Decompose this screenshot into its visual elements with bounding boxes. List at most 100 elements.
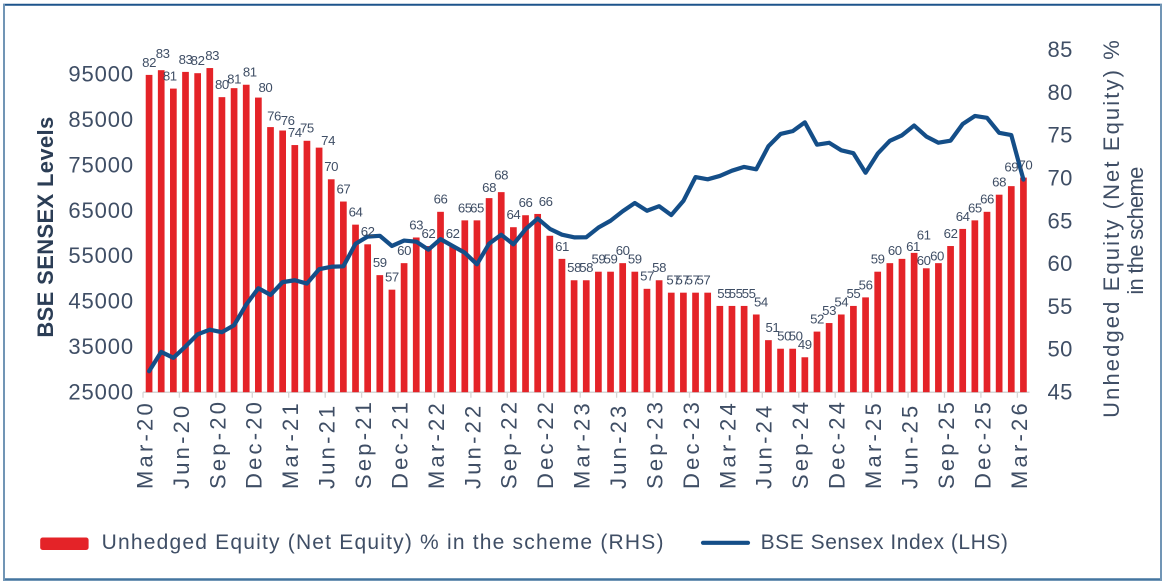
svg-text:83: 83	[156, 46, 170, 61]
svg-text:82: 82	[191, 53, 205, 68]
svg-text:55: 55	[717, 286, 731, 301]
svg-text:58: 58	[579, 260, 593, 275]
svg-text:Dec-20: Dec-20	[242, 399, 267, 489]
svg-text:68: 68	[992, 175, 1006, 190]
svg-text:Sep-23: Sep-23	[642, 399, 667, 489]
svg-text:75: 75	[300, 121, 314, 136]
svg-text:60: 60	[397, 243, 411, 258]
svg-text:80: 80	[258, 80, 272, 95]
svg-text:Mar-26: Mar-26	[1007, 400, 1032, 489]
svg-text:76: 76	[267, 109, 281, 124]
svg-text:62: 62	[446, 226, 460, 241]
svg-text:54: 54	[834, 294, 848, 309]
svg-text:64: 64	[506, 207, 520, 222]
svg-text:53: 53	[822, 303, 836, 318]
svg-text:81: 81	[163, 69, 177, 84]
svg-text:Sep-25: Sep-25	[934, 399, 959, 489]
svg-text:Mar-20: Mar-20	[132, 400, 157, 489]
svg-text:60: 60	[616, 243, 630, 258]
svg-text:65: 65	[458, 200, 472, 215]
svg-text:25000: 25000	[68, 379, 134, 404]
svg-text:80: 80	[215, 77, 229, 92]
svg-text:64: 64	[349, 205, 363, 220]
svg-text:66: 66	[434, 192, 448, 207]
svg-text:52: 52	[810, 312, 824, 327]
svg-text:85000: 85000	[68, 107, 134, 132]
svg-text:Jun-25: Jun-25	[898, 403, 923, 489]
svg-text:Mar-24: Mar-24	[715, 400, 740, 489]
svg-text:Mar-23: Mar-23	[570, 400, 595, 489]
svg-text:Dec-24: Dec-24	[825, 399, 850, 489]
svg-text:66: 66	[980, 192, 994, 207]
svg-text:60: 60	[888, 243, 902, 258]
svg-text:59: 59	[373, 255, 387, 270]
svg-text:55000: 55000	[68, 243, 134, 268]
svg-text:57: 57	[385, 270, 399, 285]
svg-text:50: 50	[777, 329, 791, 344]
svg-text:85: 85	[1048, 37, 1073, 62]
svg-text:57: 57	[696, 273, 710, 288]
svg-text:in the scheme: in the scheme	[1123, 167, 1148, 295]
svg-text:Dec-21: Dec-21	[387, 399, 412, 489]
svg-text:54: 54	[754, 294, 768, 309]
svg-text:Jun-21: Jun-21	[315, 403, 340, 489]
svg-text:Jun-20: Jun-20	[169, 403, 194, 489]
svg-text:61: 61	[906, 239, 920, 254]
svg-text:57: 57	[666, 273, 680, 288]
svg-text:BSE Sensex Index (LHS): BSE Sensex Index (LHS)	[761, 531, 1009, 554]
svg-text:60: 60	[930, 248, 944, 263]
svg-text:69: 69	[1004, 160, 1018, 175]
svg-text:56: 56	[859, 277, 873, 292]
svg-text:55: 55	[742, 286, 756, 301]
svg-text:58: 58	[567, 260, 581, 275]
svg-text:67: 67	[336, 181, 350, 196]
svg-text:Dec-23: Dec-23	[679, 399, 704, 489]
svg-text:65: 65	[968, 200, 982, 215]
svg-text:Dec-22: Dec-22	[533, 399, 558, 489]
svg-text:65: 65	[1048, 208, 1073, 233]
svg-text:Jun-24: Jun-24	[752, 403, 777, 489]
svg-text:59: 59	[628, 252, 642, 267]
svg-text:81: 81	[243, 65, 257, 80]
svg-text:50: 50	[1048, 337, 1073, 362]
svg-text:65000: 65000	[68, 198, 134, 223]
svg-text:57: 57	[640, 269, 654, 284]
svg-text:62: 62	[421, 226, 435, 241]
svg-text:59: 59	[591, 252, 605, 267]
svg-text:45000: 45000	[68, 289, 134, 314]
svg-text:Unhedged Equity (Net Equity) %: Unhedged Equity (Net Equity) %	[1099, 38, 1124, 418]
svg-text:49: 49	[798, 337, 812, 352]
svg-text:66: 66	[519, 195, 533, 210]
svg-text:57: 57	[686, 273, 700, 288]
svg-text:61: 61	[555, 239, 569, 254]
svg-text:Sep-21: Sep-21	[351, 399, 376, 489]
svg-text:Jun-22: Jun-22	[460, 403, 485, 489]
svg-text:62: 62	[361, 224, 375, 239]
svg-text:55: 55	[1048, 294, 1073, 319]
svg-text:66: 66	[539, 194, 553, 209]
svg-text:61: 61	[917, 228, 931, 243]
svg-text:76: 76	[281, 113, 295, 128]
svg-text:58: 58	[652, 260, 666, 275]
svg-text:Dec-25: Dec-25	[970, 399, 995, 489]
svg-text:68: 68	[494, 168, 508, 183]
svg-text:75: 75	[1048, 123, 1073, 148]
svg-text:Sep-24: Sep-24	[788, 399, 813, 489]
svg-text:45: 45	[1048, 379, 1073, 404]
svg-text:75000: 75000	[68, 153, 134, 178]
svg-text:64: 64	[956, 209, 970, 224]
svg-text:Unhedged Equity (Net Equity) %: Unhedged Equity (Net Equity) % in the sc…	[102, 531, 665, 554]
svg-text:55: 55	[729, 286, 743, 301]
svg-text:51: 51	[765, 320, 779, 335]
svg-text:80: 80	[1048, 80, 1073, 105]
svg-text:Mar-25: Mar-25	[861, 400, 886, 489]
svg-text:95000: 95000	[68, 62, 134, 87]
svg-text:68: 68	[482, 180, 496, 195]
svg-text:74: 74	[321, 133, 335, 148]
svg-text:74: 74	[288, 125, 302, 140]
svg-text:81: 81	[227, 71, 241, 86]
svg-text:Jun-23: Jun-23	[606, 403, 631, 489]
svg-text:82: 82	[142, 55, 156, 70]
svg-text:65: 65	[470, 200, 484, 215]
svg-text:Sep-20: Sep-20	[205, 399, 230, 489]
